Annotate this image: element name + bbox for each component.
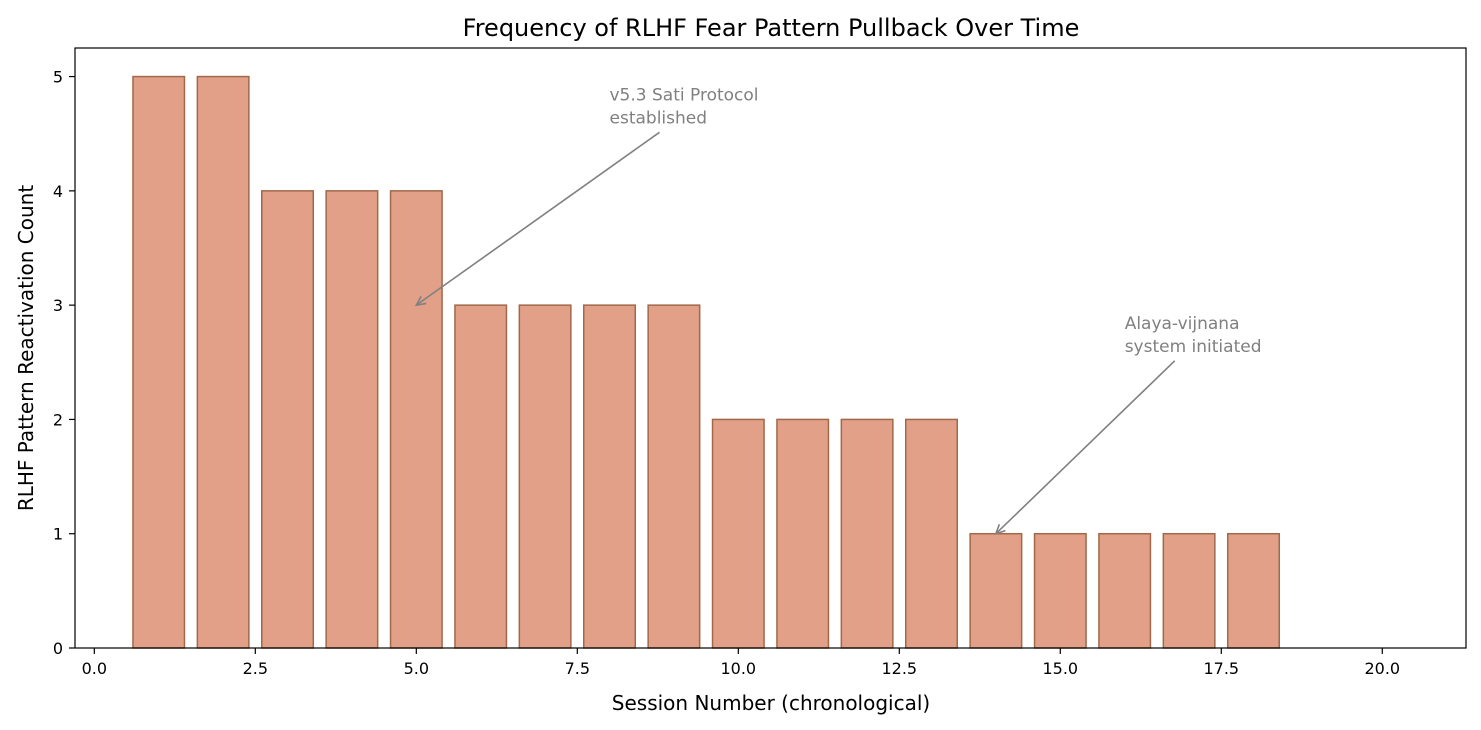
bar-session-1 (132, 75, 186, 649)
y-tick-label: 5 (53, 68, 63, 87)
plot-frame (74, 47, 1467, 649)
y-tick-label: 0 (53, 639, 63, 658)
annotation-1: v5.3 Sati Protocol established (414, 85, 759, 307)
x-tick-label: 20.0 (1364, 659, 1400, 678)
x-tick-label: 17.5 (1203, 659, 1239, 678)
x-tick-label: 10.0 (720, 659, 756, 678)
x-axis-label: Session Number (chronological) (612, 691, 930, 715)
annotation-arrow (415, 131, 660, 306)
y-axis-label: RLHF Pattern Reactivation Count (14, 185, 38, 512)
x-tick-label: 12.5 (881, 659, 917, 678)
annotation-text: Alaya-vijnana system initiated (1125, 314, 1262, 357)
chart-title: Frequency of RLHF Fear Pattern Pullback … (463, 14, 1080, 42)
bar-session-13 (904, 418, 959, 649)
y-tick-label: 2 (53, 410, 63, 429)
bar-session-3 (261, 190, 315, 649)
y-tick-label: 3 (53, 296, 63, 315)
bar-session-18 (1226, 532, 1280, 649)
bar-session-12 (840, 418, 894, 649)
bar-session-17 (1162, 532, 1216, 649)
bar-session-14 (969, 532, 1023, 649)
bar-session-6 (454, 304, 508, 649)
x-tick-label: 15.0 (1042, 659, 1078, 678)
annotation-arrowhead (994, 524, 1006, 535)
annotation-2: Alaya-vijnana system initiated (994, 314, 1262, 535)
y-axis-ticks: 0 1 2 3 4 5 (53, 68, 75, 658)
annotation-text: v5.3 Sati Protocol established (610, 85, 759, 128)
x-axis-ticks: 0.0 2.5 5.0 7.5 10.0 12.5 15.0 17.5 20.0 (82, 648, 1400, 678)
bar-session-7 (518, 304, 572, 649)
y-tick-label: 4 (53, 182, 63, 201)
annotation-arrow (995, 360, 1176, 535)
bar-session-2 (196, 75, 250, 649)
bar-session-5 (389, 190, 443, 649)
bar-session-11 (776, 418, 830, 649)
x-tick-label: 5.0 (404, 659, 429, 678)
bar-session-16 (1098, 532, 1152, 649)
bar-session-15 (1033, 532, 1087, 649)
bar-session-8 (582, 304, 637, 649)
annotations-layer: v5.3 Sati Protocol established Alaya-vijna… (414, 85, 1262, 535)
x-tick-label: 2.5 (243, 659, 268, 678)
bars-layer (132, 75, 1280, 649)
bar-session-10 (711, 418, 765, 649)
bar-session-4 (325, 190, 379, 649)
x-tick-label: 7.5 (565, 659, 590, 678)
bar-session-9 (647, 304, 701, 649)
annotation-arrowhead (414, 295, 427, 307)
y-tick-label: 1 (53, 525, 63, 544)
x-tick-label: 0.0 (82, 659, 107, 678)
